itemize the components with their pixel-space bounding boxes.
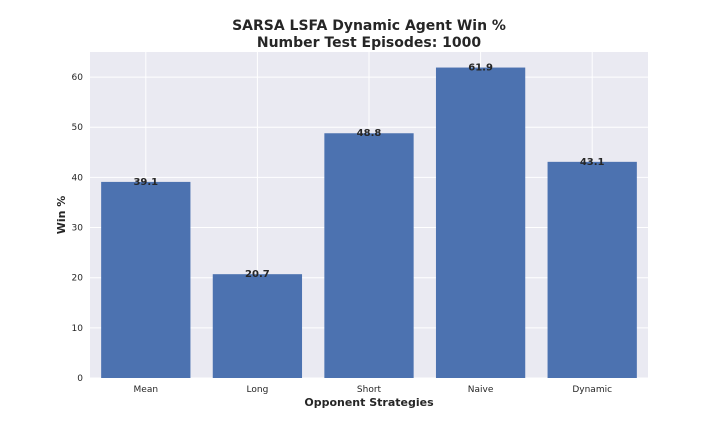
data-labels: 39.1 20.7 48.8 61.9 43.1: [133, 63, 604, 281]
x-axis-label: Opponent Strategies: [304, 396, 434, 409]
y-axis-ticks: 0 10 20 30 40 50 60: [72, 73, 84, 384]
bar-dynamic: [547, 161, 637, 378]
y-tick-label: 60: [72, 73, 84, 83]
x-tick-label-mean: Mean: [134, 385, 159, 395]
data-label-mean: 39.1: [133, 177, 158, 188]
y-axis-label: Win %: [55, 196, 68, 235]
x-tick-label-long: Long: [247, 385, 269, 395]
y-tick-label: 10: [72, 324, 84, 334]
chart-subtitle: Number Test Episodes: 1000: [257, 35, 482, 51]
data-label-short: 48.8: [357, 128, 382, 139]
y-tick-label: 30: [72, 224, 84, 234]
data-label-dynamic: 43.1: [580, 157, 605, 168]
x-tick-label-dynamic: Dynamic: [572, 385, 612, 395]
y-tick-label: 40: [72, 173, 84, 183]
bar-mean: [101, 181, 191, 378]
y-tick-label: 0: [77, 374, 83, 384]
bar-naive: [435, 67, 526, 378]
y-tick-label: 20: [72, 274, 84, 284]
data-label-naive: 61.9: [468, 63, 493, 74]
bars: [101, 67, 637, 378]
bar-short: [324, 133, 414, 378]
x-tick-label-short: Short: [357, 385, 382, 395]
bar-long: [212, 274, 303, 378]
x-tick-label-naive: Naive: [468, 385, 494, 395]
data-label-long: 20.7: [245, 269, 270, 280]
x-axis-ticks: Mean Long Short Naive Dynamic: [134, 385, 613, 395]
y-tick-label: 50: [72, 123, 84, 133]
chart-title: SARSA LSFA Dynamic Agent Win %: [232, 18, 506, 34]
